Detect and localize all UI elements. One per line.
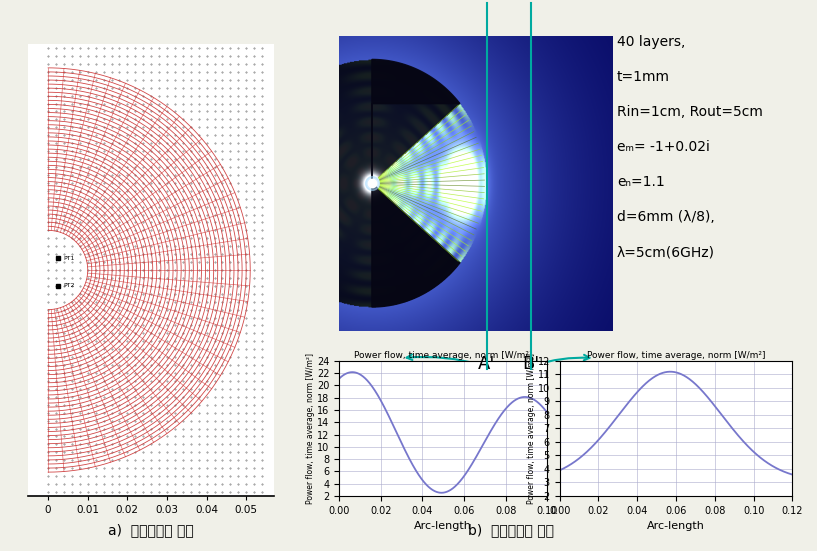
Text: a)  하이퍼렌즈 구조: a) 하이퍼렌즈 구조 — [109, 523, 194, 537]
Text: λ=5cm(6GHz): λ=5cm(6GHz) — [617, 245, 715, 259]
Text: B': B' — [522, 355, 539, 374]
X-axis label: Arc-length: Arc-length — [414, 521, 472, 531]
Text: A': A' — [478, 355, 496, 374]
Text: eₙ=1.1: eₙ=1.1 — [617, 175, 664, 189]
Y-axis label: Power flow, time average, norm [W/m²]: Power flow, time average, norm [W/m²] — [527, 353, 536, 504]
Y-axis label: Power flow, time average, norm [W/m²]: Power flow, time average, norm [W/m²] — [306, 353, 315, 504]
Text: PT2: PT2 — [63, 283, 74, 288]
Title: Power flow, time average, norm [W/m²]: Power flow, time average, norm [W/m²] — [587, 351, 766, 360]
Text: Rin=1cm, Rout=5cm: Rin=1cm, Rout=5cm — [617, 105, 763, 119]
Text: d=6mm (λ/8),: d=6mm (λ/8), — [617, 210, 715, 224]
Text: eₘ= -1+0.02i: eₘ= -1+0.02i — [617, 140, 710, 154]
Text: t=1mm: t=1mm — [617, 71, 670, 84]
Text: b)  하이퍼렌즈 특성: b) 하이퍼렌즈 특성 — [467, 523, 554, 537]
Text: PT1: PT1 — [63, 256, 74, 261]
Text: 40 layers,: 40 layers, — [617, 35, 685, 50]
Title: Power flow, time average, norm [W/m²]: Power flow, time average, norm [W/m²] — [354, 351, 533, 360]
Polygon shape — [372, 183, 460, 307]
Polygon shape — [29, 44, 274, 496]
X-axis label: Arc-length: Arc-length — [647, 521, 705, 531]
Polygon shape — [372, 60, 460, 183]
